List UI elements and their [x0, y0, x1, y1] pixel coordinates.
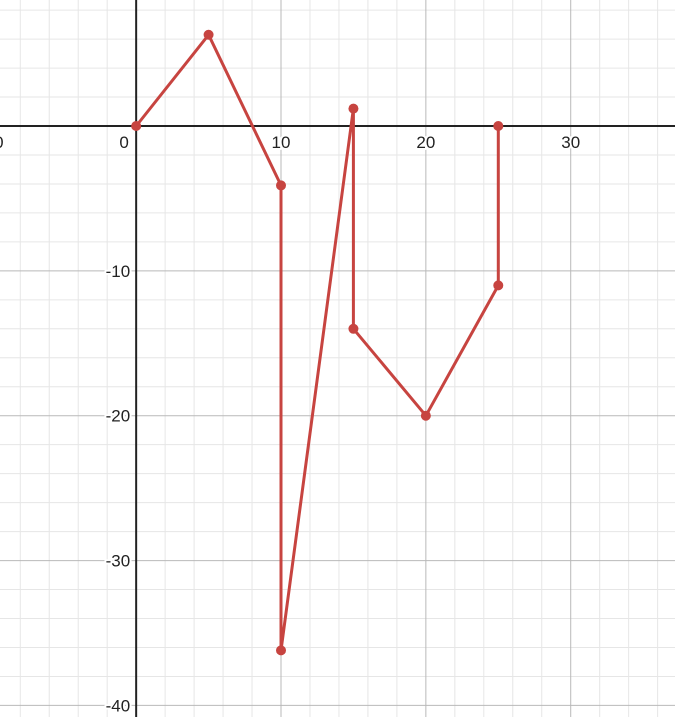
- y-tick-label: -30: [106, 552, 131, 571]
- data-point[interactable]: [131, 121, 142, 132]
- y-tick-label: -20: [106, 407, 131, 426]
- x-tick-label: 20: [416, 133, 435, 152]
- data-point[interactable]: [348, 323, 359, 334]
- y-tick-label: -40: [106, 696, 131, 715]
- series-line: [134, 33, 500, 652]
- tick-labels: -10 0 10 20 30 -10 -20 -30 -40: [0, 131, 582, 717]
- data-point[interactable]: [493, 280, 504, 291]
- data-point[interactable]: [420, 410, 431, 421]
- data-point[interactable]: [203, 29, 214, 40]
- x-tick-label: 0: [119, 133, 128, 152]
- x-tick-label: 10: [272, 133, 291, 152]
- data-point[interactable]: [348, 103, 359, 114]
- x-tick-label: 30: [561, 133, 580, 152]
- data-point[interactable]: [276, 645, 287, 656]
- y-tick-label: -10: [106, 262, 131, 281]
- data-point[interactable]: [276, 180, 287, 191]
- x-tick-label: -10: [0, 133, 4, 152]
- data-point[interactable]: [493, 121, 504, 132]
- series-layer: [131, 29, 504, 656]
